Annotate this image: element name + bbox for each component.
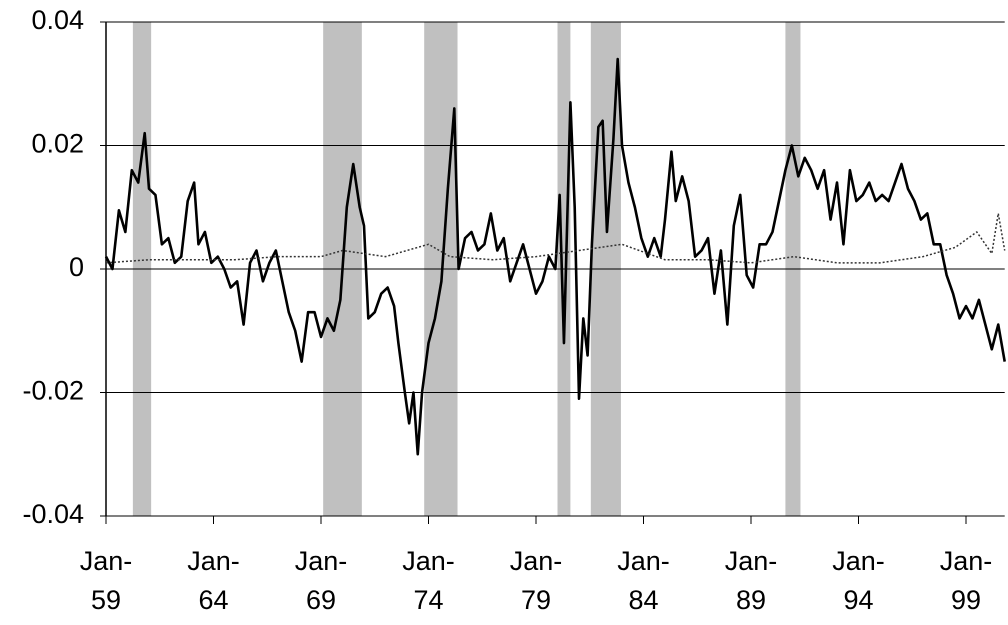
x-tick-label: Jan-84 xyxy=(617,546,670,615)
x-tick-label: Jan-94 xyxy=(832,546,885,615)
y-tick-label: -0.04 xyxy=(22,499,84,529)
y-tick-label: 0 xyxy=(69,252,84,282)
dotted-line xyxy=(105,212,1006,264)
x-tick-label: Jan-89 xyxy=(725,546,778,615)
x-tick-label: Jan-69 xyxy=(295,546,348,615)
y-tick-label: 0.04 xyxy=(31,5,84,35)
x-tick-label: Jan-99 xyxy=(940,546,993,615)
y-tick-label: 0.02 xyxy=(31,129,84,159)
x-tick-label: Jan-74 xyxy=(402,546,455,615)
x-tick-label: Jan-59 xyxy=(80,546,133,615)
y-tick-label: -0.02 xyxy=(22,376,84,406)
solid-line xyxy=(104,57,1006,456)
x-tick-label: Jan-64 xyxy=(187,546,240,615)
x-tick-label: Jan-79 xyxy=(510,546,563,615)
